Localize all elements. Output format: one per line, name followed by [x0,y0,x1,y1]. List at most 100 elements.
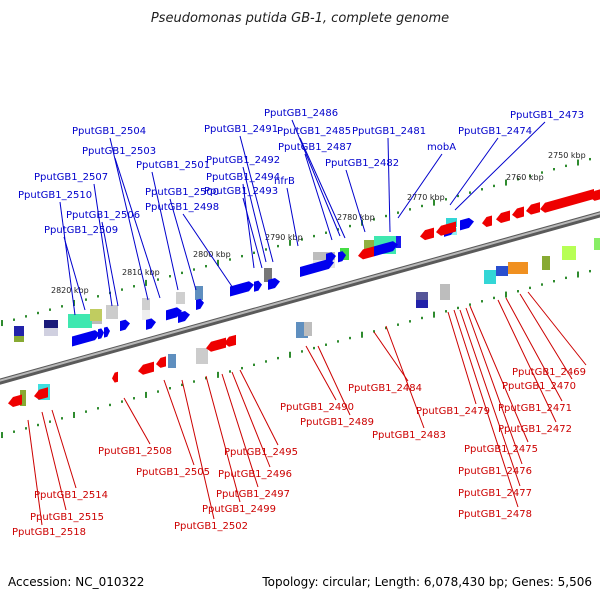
gene-label: PputGB1_2492 [206,155,280,166]
gene-label: PputGB1_2500 [145,187,219,198]
forward-gene-label: PputGB1_2473 [454,110,584,211]
reverse-gene-label: PputGB1_2478 [453,309,532,520]
feature-box [304,322,312,336]
leader-line [373,331,409,382]
feature-box [496,266,508,276]
forward-gene-label: PputGB1_2504 [72,126,149,301]
feature-box [542,256,550,270]
reverse-gene-arrow [482,215,492,228]
leader-line [317,345,351,416]
scale-tick [205,376,207,380]
forward-gene-label: PputGB1_2474 [449,126,532,206]
gene-label: PputGB1_2476 [458,466,532,477]
leader-line [242,183,255,269]
gene-label: PputGB1_2490 [280,402,354,413]
reverse-gene-label: PputGB1_2490 [280,345,354,413]
scale-tick [493,184,495,188]
gene-label: PputGB1_2509 [44,225,118,236]
leader-line [163,379,195,466]
leader-line [447,311,477,405]
leader-line [239,135,274,263]
reverse-gene-label: PputGB1_2514 [34,409,108,501]
scale-tick [49,420,51,423]
reverse-gene-label: PputGB1_2495 [224,369,298,458]
scale-tick [1,432,3,439]
scale-tick [325,231,327,234]
scale-tick [229,370,231,373]
forward-gene-arrow [460,217,474,231]
scale-tick [541,171,543,174]
feature-box [14,326,24,336]
gene-label: PputGB1_2508 [98,446,172,457]
forward-gene-label: PputGB1_2498 [145,202,234,289]
scale-tick [313,234,315,238]
gene-label: PputGB1_2493 [204,186,278,197]
forward-gene-label: PputGB1_2485 [277,126,351,239]
forward-gene-label: mobA [397,142,456,219]
gene-label: PputGB1_2483 [372,430,446,441]
reverse-gene-arrow [496,210,510,223]
gene-label: PputGB1_2501 [136,160,210,171]
leader-line [305,345,337,401]
feature-box [364,240,374,254]
accession-text: Accession: NC_010322 [8,575,144,589]
leader-line [469,305,529,443]
forward-gene-arrow [300,258,334,277]
scale-tick [385,214,387,218]
forward-gene-arrow [104,326,110,338]
forward-gene-arrow [230,281,254,297]
scale-tick [193,380,195,383]
feature-box [14,336,24,342]
leader-line [63,236,86,311]
gene-label: PputGB1_2482 [325,158,399,169]
forward-gene-label: PputGB1_2510 [18,190,92,316]
forward-genes [72,217,474,347]
scale-tick [421,204,423,208]
reverse-gene-label: PputGB1_2518 [12,419,86,538]
feature-box [396,236,401,248]
forward-gene-label: PputGB1_2481 [352,126,426,233]
gene-label: mobA [427,142,456,153]
gene-label: PputGB1_2481 [352,126,426,137]
feature-box [446,218,457,227]
scale-tick [373,330,375,333]
reverse-gene-label: PputGB1_2476 [458,307,532,477]
scale-tick [169,275,171,278]
scale-tick [61,305,63,308]
reverse-gene-arrow [512,206,524,219]
scale-tick [373,218,375,221]
forward-gene-arrow [254,280,262,292]
genome-backbone [0,211,600,385]
leader-line [109,137,149,301]
scale-tick [529,174,531,178]
gene-label: PputGB1_2491 [204,124,278,135]
gene-label: PputGB1_2506 [66,210,140,221]
forward-gene-arrow [98,328,104,340]
scale-tick [145,279,147,286]
scale-tick [253,363,255,367]
scale-tick [481,188,483,191]
scale-tick [37,423,39,427]
gene-label: PputGB1_2510 [18,190,92,201]
scale-tick [397,323,399,326]
scale-tick [265,360,267,363]
scale-tick [301,238,303,241]
scale-tick [13,318,15,321]
scale-tick [325,343,327,346]
gene-label: PputGB1_2495 [224,447,298,458]
gene-label: PputGB1_2485 [277,126,351,137]
scale-label: 2780 kbp [337,213,375,222]
leader-line [239,369,279,446]
reverse-gene-label: PputGB1_2497 [216,373,290,500]
reverse-gene-label: PputGB1_2502 [174,379,248,532]
scale-tick [553,168,555,171]
scale-tick [541,283,543,286]
feature-box [20,390,26,406]
scale-tick [229,258,231,261]
gene-label: PputGB1_2507 [34,172,108,183]
forward-gene-arrow [338,251,346,263]
leader-line [397,153,443,219]
feature-box [313,252,335,260]
leader-line [123,397,151,445]
gene-label: PputGB1_2496 [218,469,292,480]
